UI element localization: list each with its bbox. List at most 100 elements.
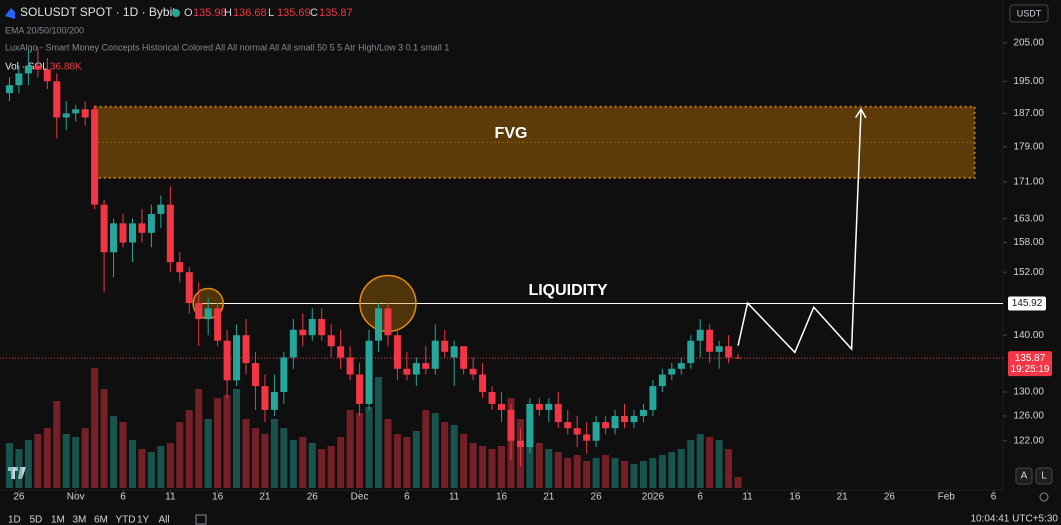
candle-body [630,415,638,423]
candle-body [696,329,704,341]
scale-button[interactable] [1035,467,1053,485]
candle-body [299,329,307,336]
ohlc-prefix: C [310,7,318,19]
volume-bar [119,422,127,488]
range-button[interactable]: 1M [51,515,65,525]
volume-bar [725,449,733,488]
candle-body [725,346,733,358]
volume-bar [602,455,610,488]
volume-bar [176,422,184,488]
fvg-label: FVG [495,125,528,142]
volume-bar [639,461,647,488]
candle-body [365,340,373,404]
candle-body [81,109,89,118]
volume-bar [110,416,118,488]
current-price-label: 135.87 [1015,353,1046,364]
x-tick-label: 26 [307,492,319,503]
volume-bar [299,437,307,488]
candle-body [337,346,345,358]
candle-body [611,415,619,429]
volume-bar [677,449,685,488]
volume-bar [649,458,657,488]
x-tick-label: 26 [13,492,25,503]
indicator[interactable]: LuxAlgo - Smart Money Concepts Historica… [5,42,449,52]
volume-bar [706,437,714,488]
candle-body [15,73,23,86]
scale-button[interactable] [1015,467,1033,485]
candle-body [592,422,600,441]
range-button[interactable]: All [159,515,170,525]
candle-body [422,363,430,369]
symbol-icon [5,8,15,19]
volume-bar [431,413,439,488]
candle-body [138,223,146,233]
candle-body [195,303,203,319]
candle-body [706,329,714,352]
liquidity-label: LIQUIDITY [528,282,607,299]
logo [8,467,26,479]
volume-bar [261,434,269,488]
candle-body [308,318,316,336]
current-price-box [1008,351,1052,377]
calendar-icon[interactable] [195,514,207,525]
range-button[interactable]: 1D [8,515,21,525]
x-tick-label: 6 [991,492,997,503]
range-button[interactable]: 6M [94,515,108,525]
y-tick-label: 122.00 [1013,435,1044,446]
scale-button-label[interactable]: A [1021,471,1028,482]
candle-body [91,109,99,205]
range-button[interactable]: 5D [30,515,43,525]
currency-button[interactable] [1009,4,1049,23]
volume-bar [346,410,354,488]
candle-body [393,335,401,369]
x-tick-label: 16 [789,492,801,503]
currency[interactable]: USDT [1017,8,1042,18]
candle-body [441,340,449,352]
volume-bar [450,425,458,488]
y-tick-label: 158.00 [1013,237,1044,248]
clock: 10:04:41 UTC+5:30 [970,514,1058,525]
indicator[interactable]: EMA 20/50/100/200 [5,25,84,35]
x-tick-label: 16 [212,492,224,503]
scale-button-label[interactable]: L [1041,471,1047,482]
volume-bar [365,407,373,488]
x-tick-label: Feb [938,492,956,503]
volume-bar [147,452,155,488]
candle-body [53,81,61,118]
candle-body [327,335,335,347]
candle-body [677,363,685,369]
y-tick-label: 130.00 [1013,387,1044,398]
ohlc-value: 135.98 [193,7,227,19]
volume-bar [535,443,543,488]
candle-body [223,340,231,381]
volume-bar [441,422,449,488]
x-tick-label: 11 [165,492,176,503]
y-tick-label: 152.00 [1013,267,1044,278]
candle-body [450,346,458,358]
volume-bar [668,452,676,488]
x-tick-label: 2026 [642,492,665,503]
x-tick-label: 11 [742,492,753,503]
y-tick-label: 140.00 [1013,330,1044,341]
countdown: 19:25:19 [1011,364,1050,375]
candle-body [507,409,515,441]
range-button[interactable]: 1Y [137,515,150,525]
volume-bar [715,440,723,488]
volume-bar [621,461,629,488]
settings-icon[interactable] [1039,492,1049,502]
volume-bar [280,428,288,488]
volume-bar [138,449,146,488]
range-button[interactable]: YTD [116,515,136,525]
candle-body [488,392,496,404]
ohlc-prefix: O [184,7,193,19]
volume-bar [611,458,619,488]
volume-bar [223,395,231,488]
candle-body [403,368,411,375]
volume-bar [251,428,259,488]
candle-body [469,368,477,375]
range-button[interactable]: 3M [73,515,87,525]
candle-body [734,357,742,359]
candle-body [119,223,127,243]
x-tick-label: 21 [837,492,849,503]
volume-bar [384,419,392,488]
